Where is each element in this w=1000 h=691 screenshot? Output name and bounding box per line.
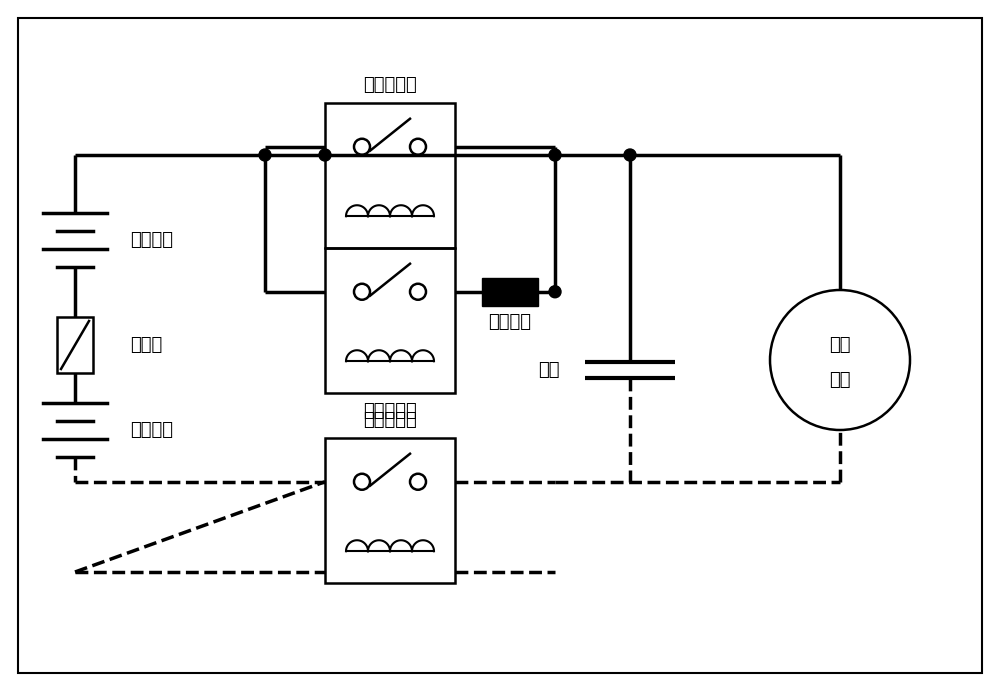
Text: 熔断器: 熔断器 [130, 336, 162, 354]
Text: 电机: 电机 [829, 371, 851, 389]
Circle shape [549, 149, 561, 161]
Text: 预充接触器: 预充接触器 [363, 401, 417, 419]
Text: 动力电池: 动力电池 [130, 421, 173, 439]
Text: 预充电阻: 预充电阻 [488, 313, 532, 331]
Circle shape [624, 149, 636, 161]
Text: 正极接触器: 正极接触器 [363, 75, 417, 93]
Bar [325, 437, 455, 583]
Circle shape [319, 149, 331, 161]
Bar [57, 317, 93, 373]
Text: 动力电池: 动力电池 [130, 231, 173, 249]
Text: 负极接触器: 负极接触器 [363, 410, 417, 428]
Bar [325, 247, 455, 392]
Text: 驱动: 驱动 [829, 336, 851, 354]
Circle shape [259, 149, 271, 161]
Circle shape [549, 286, 561, 298]
Text: 电容: 电容 [538, 361, 560, 379]
Bar [325, 102, 455, 247]
Bar [482, 278, 538, 305]
